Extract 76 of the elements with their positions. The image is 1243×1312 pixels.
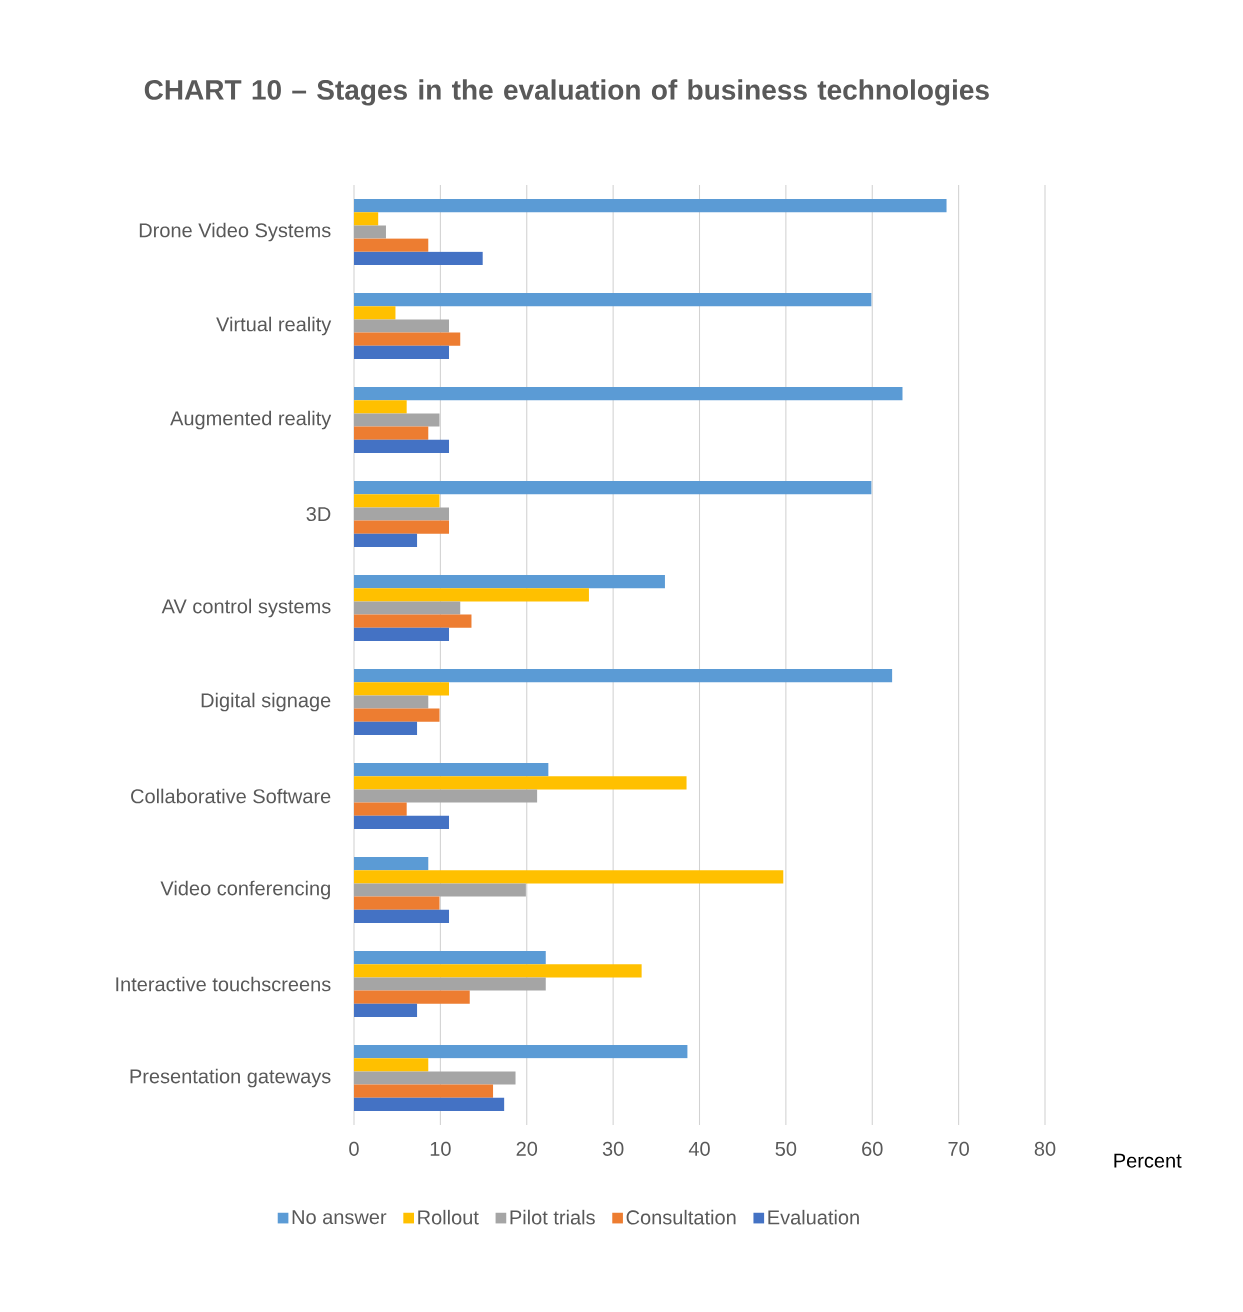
x-tick-label: 70 (948, 1141, 969, 1156)
legend-label: No answer (292, 1210, 387, 1225)
bar (354, 721, 418, 735)
bar (354, 426, 429, 440)
bar (354, 964, 642, 978)
bar (354, 588, 589, 602)
x-tick-label: 30 (602, 1141, 624, 1156)
bar (354, 708, 440, 722)
bar (354, 627, 450, 641)
bar (354, 413, 440, 427)
bar (354, 789, 538, 803)
x-tick-label: 60 (862, 1141, 883, 1156)
bar (354, 575, 665, 589)
chart-title: CHART 10 – Stages in the evaluation of business technologies (144, 79, 989, 106)
legend-label: Consultation (626, 1209, 736, 1225)
bar (354, 332, 461, 346)
y-tick-label: Video conferencing (160, 880, 330, 900)
bar (354, 601, 461, 615)
legend-label: Evaluation (768, 1209, 859, 1225)
y-tick-label: 3D (306, 506, 331, 522)
bar (354, 682, 450, 696)
bar (354, 225, 386, 239)
bar (354, 238, 429, 252)
legend-label: Rollout (418, 1209, 479, 1225)
legend-label: Pilot trials (510, 1209, 595, 1225)
bar (354, 1097, 505, 1111)
bar (354, 614, 472, 628)
x-tick-label: 80 (1034, 1141, 1056, 1156)
y-tick-label: Virtual reality (216, 316, 332, 336)
bar (354, 494, 440, 508)
bar (354, 319, 450, 333)
bar (354, 695, 429, 709)
bar (354, 896, 440, 910)
bar (354, 776, 687, 790)
bar (354, 387, 903, 401)
bar (354, 212, 379, 226)
bar (354, 481, 872, 495)
bar (354, 802, 407, 816)
bar (354, 507, 450, 521)
bar (354, 1071, 516, 1085)
bar (354, 533, 418, 547)
bar (354, 1058, 429, 1072)
x-tick-label: 0 (349, 1141, 359, 1156)
bar (354, 400, 407, 414)
x-axis-title: Percent (1114, 1153, 1182, 1168)
y-tick-label: Interactive touchscreens (116, 976, 331, 992)
bar (354, 669, 893, 683)
bar (354, 951, 546, 965)
bar (354, 345, 450, 359)
y-tick-label: Presentation gateways (130, 1068, 331, 1088)
bar (354, 306, 396, 320)
x-tick-label: 40 (688, 1141, 710, 1156)
bar (354, 293, 872, 307)
bar (354, 1003, 418, 1017)
y-tick-label: Collaborative Software (131, 788, 331, 804)
bar (354, 870, 784, 884)
y-tick-label: Digital signage (201, 692, 331, 712)
bar (354, 439, 450, 453)
bar (354, 909, 450, 923)
bar (354, 977, 546, 991)
bar (354, 883, 526, 897)
bar (354, 1084, 494, 1098)
bar (354, 763, 549, 777)
bar (354, 520, 450, 534)
y-tick-label: AV control systems (161, 598, 331, 618)
x-tick-label: 20 (516, 1141, 538, 1156)
bar (354, 251, 483, 265)
x-tick-label: 50 (775, 1141, 797, 1156)
bar (354, 1045, 688, 1059)
bar (354, 857, 429, 871)
y-tick-label: Drone Video Systems (139, 222, 331, 242)
bar (354, 815, 450, 829)
bar (354, 990, 470, 1004)
y-tick-label: Augmented reality (170, 410, 332, 430)
bar (354, 199, 947, 213)
x-tick-label: 10 (430, 1141, 451, 1156)
